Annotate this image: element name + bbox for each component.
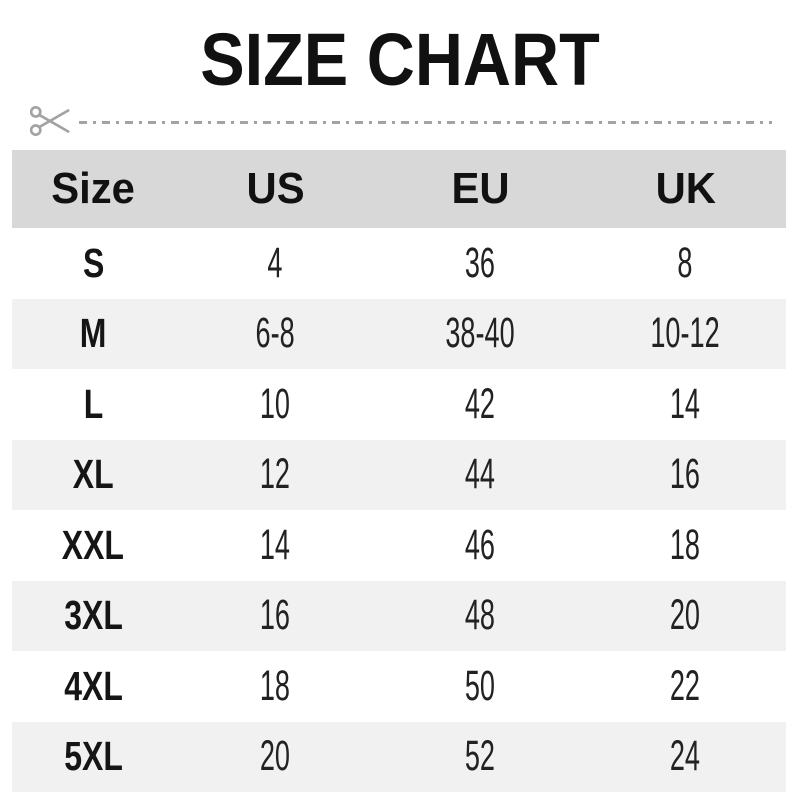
size-label: XL (72, 451, 114, 498)
size-value: 4 (267, 238, 283, 287)
header-cell-uk: UK (585, 164, 786, 214)
header-cell-eu: EU (376, 164, 585, 214)
table-row: 4XL 18 50 22 (12, 651, 786, 722)
size-value: 6-8 (255, 309, 295, 358)
size-label: 5XL (63, 733, 123, 780)
size-value: 14 (670, 379, 701, 428)
size-label: XXL (62, 521, 125, 568)
size-value: 44 (465, 450, 496, 499)
header-label: EU (451, 164, 510, 213)
size-label-cell: 4XL (12, 663, 175, 710)
size-label-cell: XXL (12, 522, 175, 569)
size-value: 12 (260, 450, 291, 499)
size-value: 52 (465, 732, 496, 781)
value-cell: 16 (175, 591, 376, 640)
size-value: 48 (465, 591, 496, 640)
value-cell: 14 (585, 380, 786, 429)
table-row: S 4 36 8 (12, 228, 786, 299)
size-value: 20 (260, 732, 291, 781)
header-label: Size (51, 164, 136, 213)
page-title-wrap: SIZE CHART (0, 18, 800, 101)
table-row: L 10 42 14 (12, 369, 786, 440)
size-label: S (82, 239, 104, 286)
size-label: L (83, 380, 104, 427)
size-label-cell: M (12, 310, 175, 357)
table-row: 3XL 16 48 20 (12, 580, 786, 651)
size-label: 4XL (63, 662, 123, 709)
value-cell: 18 (175, 662, 376, 711)
table-row: XL 12 44 16 (12, 439, 786, 510)
size-value: 38-40 (445, 309, 515, 358)
value-cell: 42 (376, 380, 585, 429)
header-label: US (246, 164, 305, 213)
value-cell: 6-8 (175, 309, 376, 358)
size-value: 42 (465, 379, 496, 428)
value-cell: 14 (175, 521, 376, 570)
size-label-cell: 5XL (12, 733, 175, 780)
size-value: 24 (670, 732, 701, 781)
value-cell: 36 (376, 239, 585, 288)
value-cell: 12 (175, 450, 376, 499)
size-label: M (79, 310, 107, 357)
size-value: 10 (260, 379, 291, 428)
value-cell: 4 (175, 239, 376, 288)
value-cell: 16 (585, 450, 786, 499)
table-row: M 6-8 38-40 10-12 (12, 298, 786, 369)
size-value: 8 (677, 238, 693, 287)
size-value: 50 (465, 661, 496, 710)
size-label-cell: XL (12, 451, 175, 498)
size-value: 14 (260, 520, 291, 569)
value-cell: 20 (175, 732, 376, 781)
size-label: 3XL (63, 592, 123, 639)
size-value: 22 (670, 661, 701, 710)
table-header-row: Size US EU UK (12, 150, 786, 228)
value-cell: 52 (376, 732, 585, 781)
value-cell: 8 (585, 239, 786, 288)
value-cell: 46 (376, 521, 585, 570)
value-cell: 44 (376, 450, 585, 499)
header-cell-us: US (175, 164, 376, 214)
page-title: SIZE CHART (200, 18, 600, 101)
table-row: XXL 14 46 18 (12, 510, 786, 581)
size-value: 10-12 (650, 309, 720, 358)
size-value: 18 (260, 661, 291, 710)
value-cell: 18 (585, 521, 786, 570)
header-label: UK (655, 164, 716, 213)
size-table: Size US EU UK S 4 36 8 M 6-8 38-40 10-12 L 10 42 14 XL 12… (12, 150, 786, 792)
size-value: 20 (670, 591, 701, 640)
header-cell-size: Size (12, 164, 175, 214)
value-cell: 38-40 (376, 309, 585, 358)
size-value: 46 (465, 520, 496, 569)
value-cell: 20 (585, 591, 786, 640)
size-label-cell: L (12, 381, 175, 428)
size-value: 16 (670, 450, 701, 499)
dashed-cut-line (79, 120, 772, 124)
value-cell: 10-12 (585, 309, 786, 358)
scissors-icon (30, 106, 70, 136)
value-cell: 48 (376, 591, 585, 640)
value-cell: 10 (175, 380, 376, 429)
cut-line (30, 103, 772, 139)
size-label-cell: S (12, 240, 175, 287)
table-row: 5XL 20 52 24 (12, 721, 786, 792)
value-cell: 22 (585, 662, 786, 711)
size-label-cell: 3XL (12, 592, 175, 639)
size-value: 18 (670, 520, 701, 569)
size-value: 36 (465, 238, 496, 287)
value-cell: 50 (376, 662, 585, 711)
value-cell: 24 (585, 732, 786, 781)
size-value: 16 (260, 591, 291, 640)
